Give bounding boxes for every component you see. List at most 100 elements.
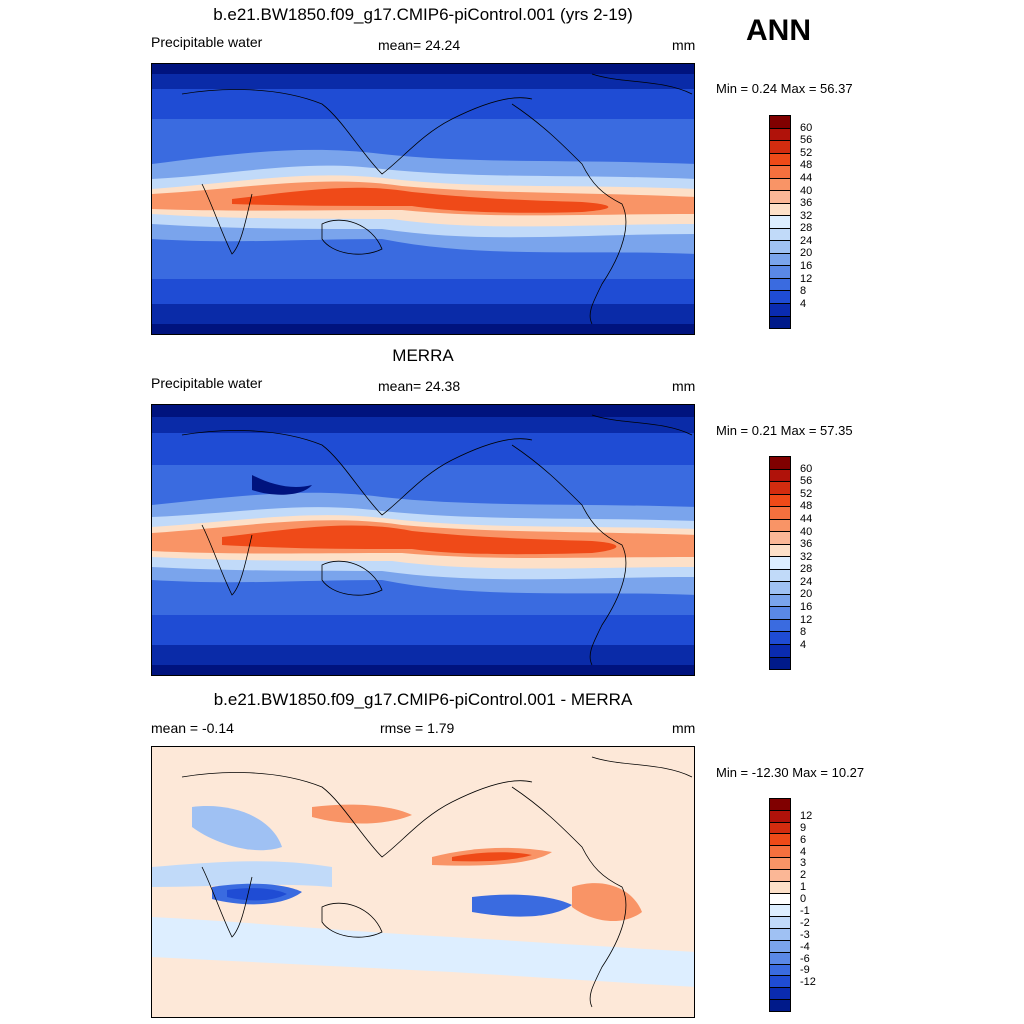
colorbar-tick-label: 48 [800, 500, 813, 513]
colorbar-box [770, 141, 790, 154]
colorbar-box [770, 228, 790, 242]
colorbar-box [770, 905, 790, 918]
colorbar-box [770, 976, 790, 989]
colorbar-box [770, 253, 790, 267]
colorbar-box [770, 216, 790, 229]
colorbar-box [770, 153, 790, 167]
colorbar-tick-label: 8 [800, 285, 807, 298]
colorbar-box [770, 607, 790, 620]
colorbar-box [770, 952, 790, 965]
colorbar-tick-label: -2 [800, 916, 810, 929]
colorbar-tick-label: 6 [800, 833, 807, 846]
colorbar-tick-label: 60 [800, 121, 813, 134]
colorbar-box [770, 544, 790, 558]
colorbar-tick-label: 12 [800, 613, 813, 626]
colorbar-tick-label: 4 [800, 845, 807, 858]
colorbar-box [770, 569, 790, 583]
colorbar-box [770, 469, 790, 483]
panel1-variable-label: Precipitable water [151, 34, 263, 50]
panel3-title: b.e21.BW1850.f09_g17.CMIP6-piControl.001… [213, 690, 633, 709]
panel1-map-svg [152, 64, 694, 334]
colorbar-tick-label: 28 [800, 222, 813, 235]
colorbar-box [770, 582, 790, 595]
colorbar-box [770, 657, 790, 670]
colorbar-box [770, 203, 790, 217]
colorbar-box [770, 507, 790, 520]
colorbar-box [770, 1000, 790, 1011]
colorbar-tick-label: 32 [800, 550, 813, 563]
colorbar-tick-label: 4 [800, 297, 807, 310]
colorbar-tick-label: -3 [800, 928, 810, 941]
colorbar-tick-label: 40 [800, 525, 813, 538]
panel3-rmse-label: rmse = 1.79 [380, 720, 455, 736]
colorbar-box [770, 278, 790, 292]
colorbar-box [770, 178, 790, 192]
panel1-coastlines [181, 73, 693, 325]
panel1-mean-label: mean= 24.24 [378, 37, 461, 53]
colorbar-box [770, 316, 790, 329]
colorbar-box [770, 166, 790, 179]
season-label: ANN [746, 14, 811, 47]
panel3-map-svg [152, 747, 694, 1017]
colorbar-box [770, 929, 790, 941]
colorbar-tick-label: 16 [800, 601, 813, 614]
panel2-units-label: mm [672, 378, 696, 394]
panel2-map [151, 404, 695, 676]
colorbar-box [770, 881, 790, 894]
colorbar-tick-label: -12 [800, 976, 816, 989]
colorbar-tick-label: 60 [800, 462, 813, 475]
colorbar-tick-label: 0 [800, 893, 807, 906]
colorbar-box [770, 917, 790, 930]
colorbar-box [770, 810, 790, 823]
colorbar-box [770, 191, 790, 204]
colorbar-tick-label: 44 [800, 171, 813, 184]
colorbar-tick-label: 9 [800, 821, 807, 834]
colorbar-tick-label: 36 [800, 197, 813, 210]
colorbar-box [770, 834, 790, 847]
colorbar-tick-label: 40 [800, 184, 813, 197]
panel1-map [151, 63, 695, 335]
panel1-units-label: mm [672, 37, 696, 53]
colorbar-tick-label: 1 [800, 881, 807, 894]
panel3-map [151, 746, 695, 1018]
panel2-variable-label: Precipitable water [151, 375, 263, 391]
colorbar-box [770, 846, 790, 859]
panel3-coastlines [181, 756, 693, 1008]
colorbar-box [770, 619, 790, 633]
colorbar-tick-label: 52 [800, 146, 813, 159]
colorbar-tick-label: 4 [800, 638, 807, 651]
panel1-title: b.e21.BW1850.f09_g17.CMIP6-piControl.001… [213, 5, 633, 24]
colorbar-box [770, 532, 790, 545]
panel1-colorbar [769, 115, 791, 329]
colorbar-tick-label: 36 [800, 538, 813, 551]
colorbar-tick-label: 24 [800, 575, 813, 588]
colorbar-box [770, 964, 790, 977]
colorbar-box [770, 128, 790, 142]
panel2-title: MERRA [392, 346, 454, 365]
colorbar-tick-label: 44 [800, 512, 813, 525]
colorbar-tick-label: 56 [800, 475, 813, 488]
colorbar-tick-label: 24 [800, 234, 813, 247]
colorbar-box [770, 241, 790, 254]
colorbar-box [770, 988, 790, 1001]
colorbar-tick-label: 28 [800, 563, 813, 576]
colorbar-tick-label: -4 [800, 940, 810, 953]
colorbar-tick-label: -1 [800, 904, 810, 917]
panel3-colorbar [769, 798, 791, 1012]
colorbar-box [770, 632, 790, 645]
colorbar-box [770, 869, 790, 882]
colorbar-box [770, 557, 790, 570]
panel2-colorbar [769, 456, 791, 670]
colorbar-tick-label: 3 [800, 857, 807, 870]
colorbar-tick-label: 16 [800, 260, 813, 273]
colorbar-box [770, 858, 790, 870]
panel3-minmax-label: Min = -12.30 Max = 10.27 [716, 765, 865, 780]
colorbar-tick-label: 32 [800, 209, 813, 222]
colorbar-tick-label: 8 [800, 626, 807, 639]
panel3-mean-label: mean = -0.14 [151, 720, 234, 736]
colorbar-tick-label: 12 [800, 809, 813, 822]
colorbar-tick-label: 20 [800, 588, 813, 601]
colorbar-box [770, 266, 790, 279]
colorbar-tick-label: 12 [800, 272, 813, 285]
colorbar-box [770, 494, 790, 508]
